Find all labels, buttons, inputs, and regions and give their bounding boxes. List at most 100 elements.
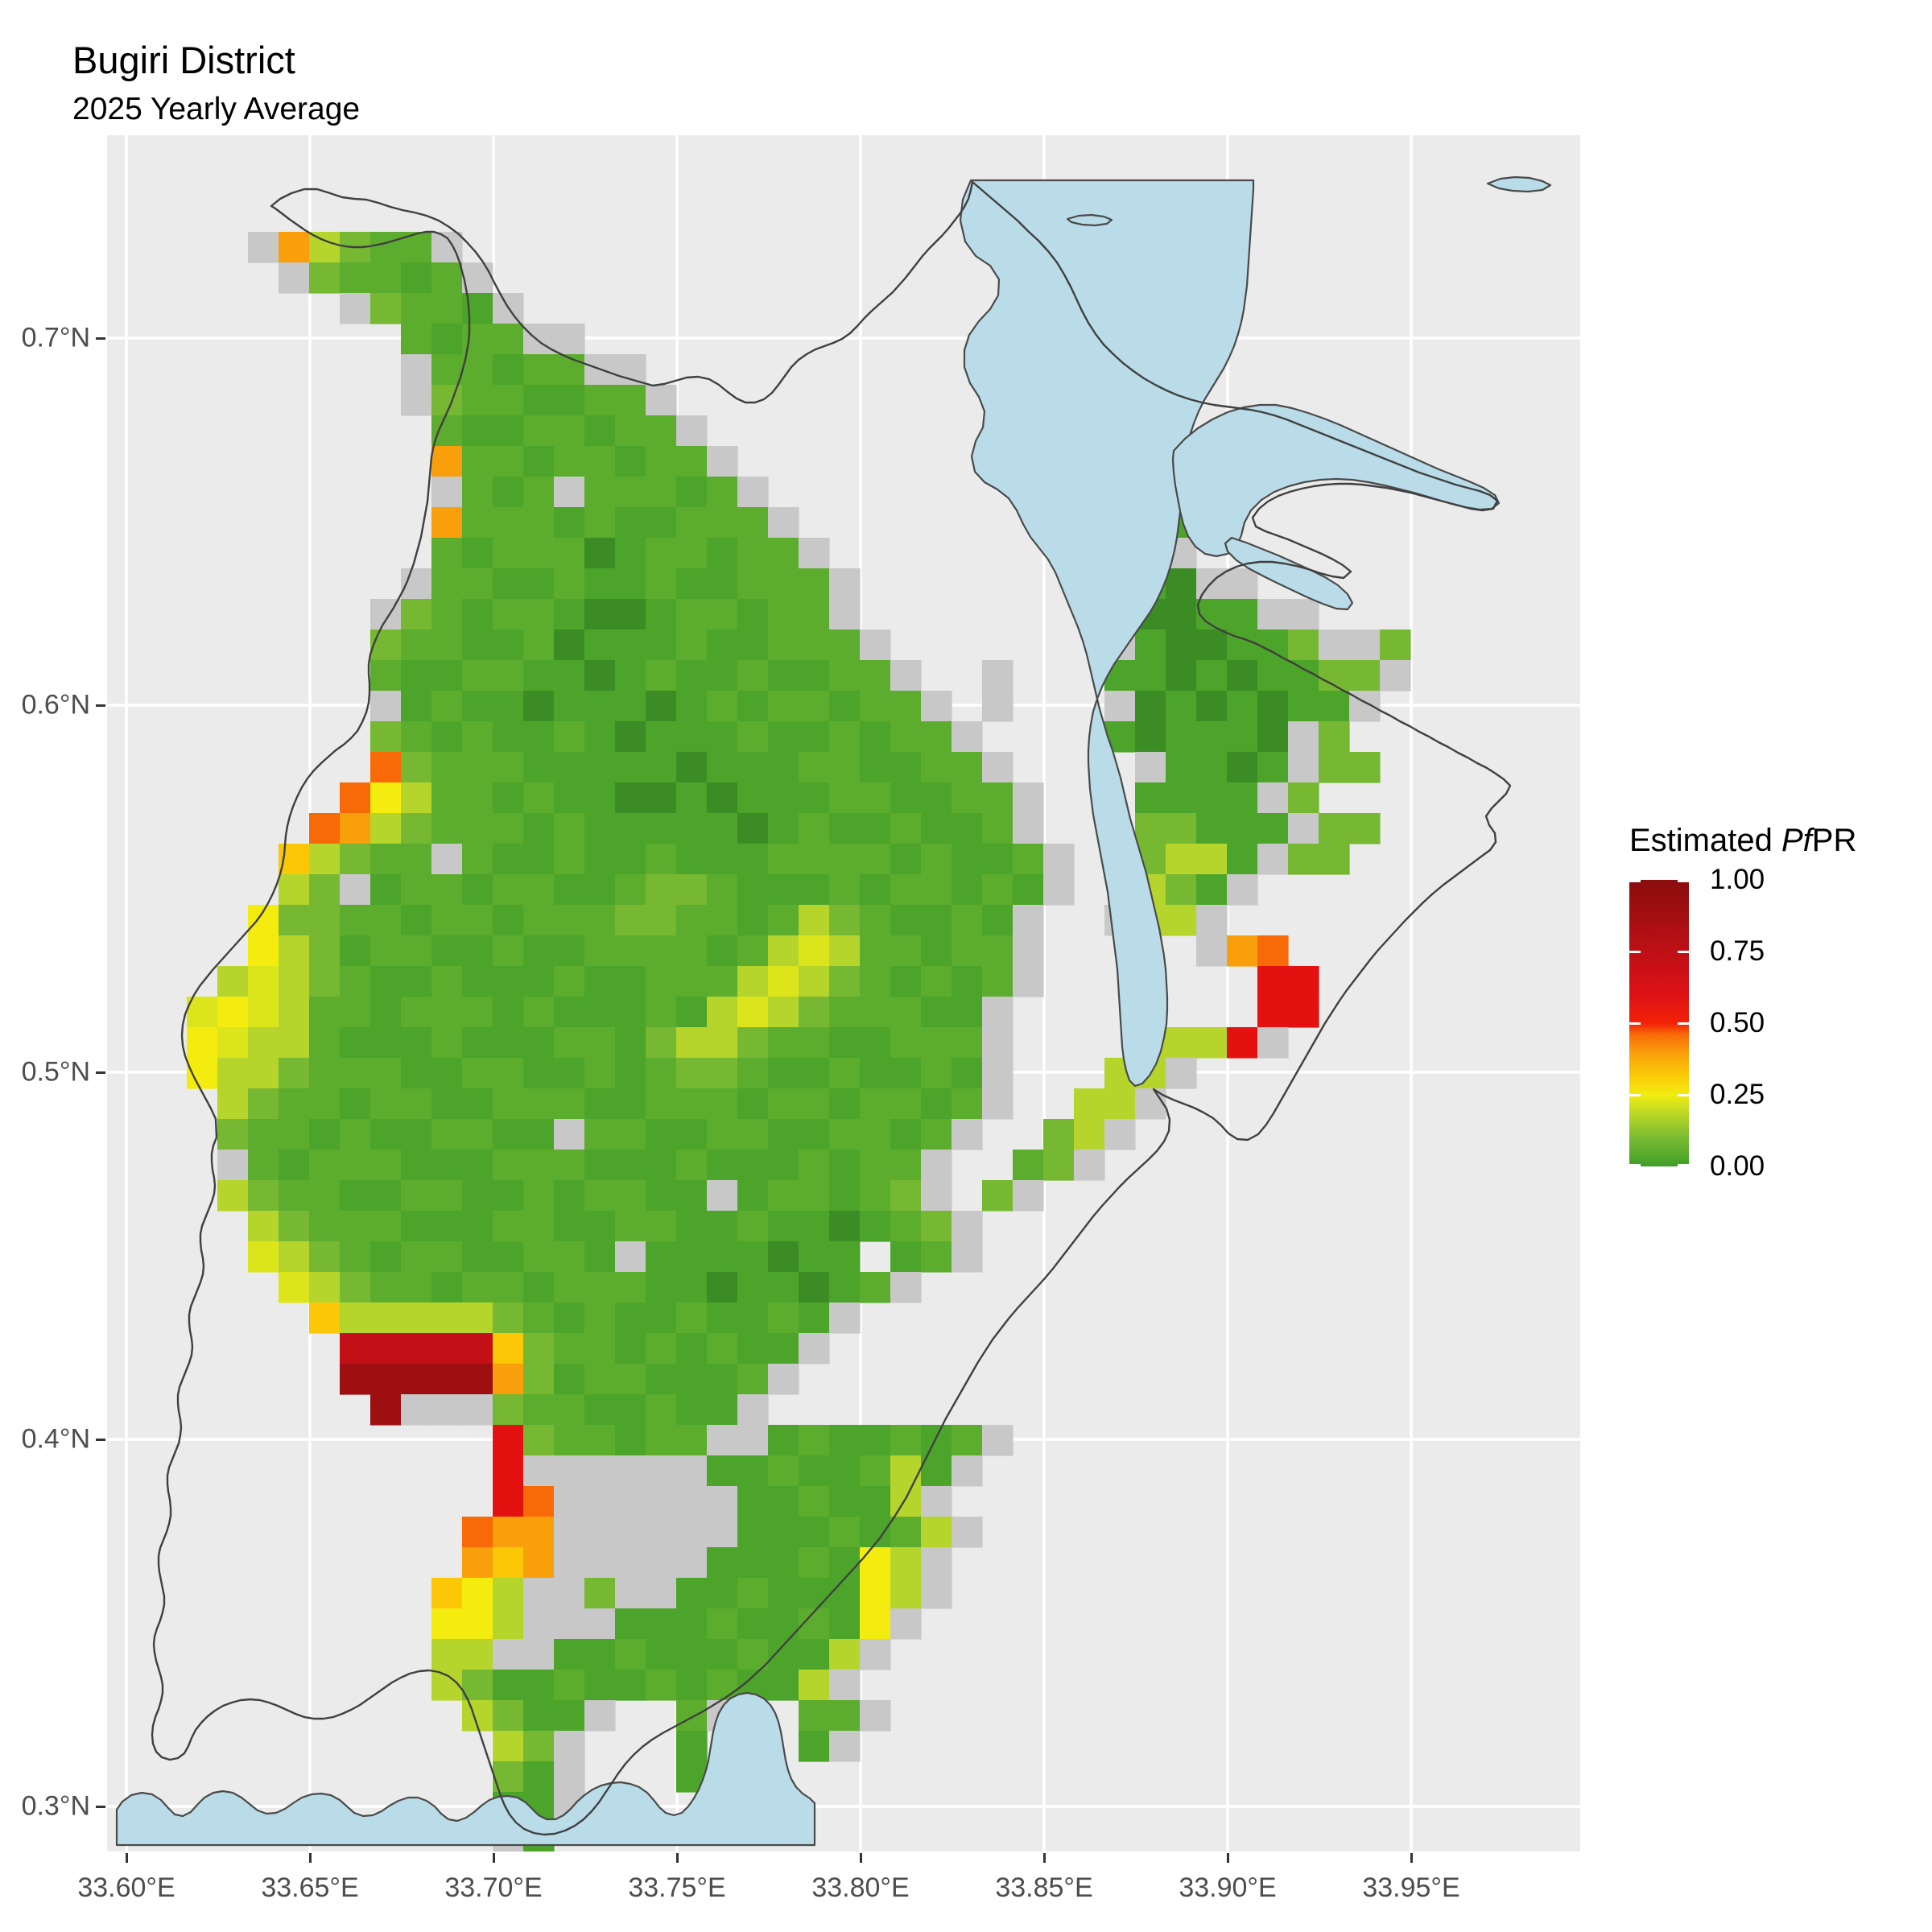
raster-cell (493, 782, 524, 814)
raster-cell (1319, 691, 1350, 722)
raster-cell (462, 1119, 493, 1150)
raster-cell (493, 1608, 524, 1640)
raster-cell (279, 1241, 310, 1273)
raster-cell (523, 415, 555, 447)
raster-cell (584, 1608, 616, 1640)
raster-cell (799, 1486, 830, 1517)
raster-cell (615, 782, 646, 814)
raster-cell (890, 1547, 922, 1579)
raster-cell (1257, 844, 1289, 875)
raster-cell (554, 1150, 585, 1181)
raster-cell (431, 1241, 463, 1273)
raster-cell (860, 813, 891, 844)
raster-cell (676, 415, 708, 447)
raster-cell (707, 691, 738, 722)
raster-cell (279, 1272, 310, 1303)
raster-cell (860, 1211, 891, 1242)
raster-cell (982, 813, 1013, 844)
raster-cell (1196, 660, 1228, 691)
raster-cell (554, 1088, 585, 1120)
raster-cell (1288, 660, 1319, 691)
raster-cell (370, 660, 402, 691)
raster-cell (829, 1700, 861, 1732)
raster-cell (676, 1670, 708, 1701)
raster-cell (768, 691, 799, 722)
raster-cell (309, 1302, 341, 1334)
raster-cell (615, 568, 646, 600)
raster-cell (829, 844, 861, 875)
raster-cell (737, 630, 769, 661)
water-body (115, 1691, 816, 1847)
raster-cell (309, 1272, 341, 1303)
raster-cell (952, 1517, 983, 1548)
raster-cell (890, 1211, 922, 1242)
raster-cell (584, 905, 616, 936)
raster-cell (584, 813, 616, 844)
raster-cell (799, 966, 830, 997)
raster-cell (646, 1027, 677, 1059)
raster-cell (431, 1394, 463, 1426)
raster-cell (707, 1241, 738, 1273)
raster-cell (921, 752, 952, 783)
x-axis-label: 33.70°E (444, 1872, 543, 1903)
raster-cell (707, 1058, 738, 1089)
raster-cell (1135, 660, 1166, 691)
raster-cell (370, 293, 402, 324)
raster-cell (401, 691, 432, 722)
raster-cell (952, 1455, 983, 1487)
raster-cell (340, 997, 371, 1028)
raster-cell (584, 1425, 616, 1456)
raster-cell (462, 1670, 493, 1701)
raster-cell (279, 966, 310, 997)
raster-cell (737, 874, 769, 906)
raster-cell (340, 905, 371, 936)
raster-cell (554, 1486, 585, 1517)
raster-cell (615, 1578, 646, 1609)
raster-cell (768, 1578, 799, 1609)
raster-cell (523, 1425, 555, 1456)
raster-cell (982, 1088, 1013, 1120)
raster-cell (982, 1425, 1013, 1456)
raster-cell (493, 1150, 524, 1181)
raster-cell (584, 1333, 616, 1364)
raster-cell (584, 1517, 616, 1548)
raster-cell (737, 1119, 769, 1150)
x-axis-tick (1410, 1853, 1413, 1863)
raster-cell (1319, 813, 1350, 844)
raster-cell (860, 1058, 891, 1089)
raster-cell (952, 1425, 983, 1456)
raster-cell (370, 1027, 402, 1059)
raster-cell (248, 1211, 279, 1242)
raster-cell (707, 507, 738, 539)
raster-cell (829, 1150, 861, 1181)
raster-cell (646, 813, 677, 844)
raster-cell (676, 1119, 708, 1150)
raster-cell (890, 691, 922, 722)
raster-cell (462, 1088, 493, 1120)
raster-cell (707, 1150, 738, 1181)
raster-cell (829, 874, 861, 906)
raster-cell (523, 446, 555, 477)
raster-cell (829, 1119, 861, 1150)
raster-cell (860, 997, 891, 1028)
raster-cell (1227, 568, 1258, 600)
raster-cell (401, 782, 432, 814)
raster-cell (554, 1027, 585, 1059)
raster-cell (921, 874, 952, 906)
raster-cell (554, 354, 585, 386)
raster-cell (370, 721, 402, 753)
raster-cell (737, 782, 769, 814)
raster-cell (982, 752, 1013, 783)
raster-cell (584, 1639, 616, 1670)
raster-cell (462, 568, 493, 600)
raster-cell (768, 1119, 799, 1150)
raster-cell (860, 935, 891, 967)
raster-cell (431, 1578, 463, 1609)
raster-cell (860, 630, 891, 661)
raster-cell (340, 874, 371, 906)
raster-cell (1227, 660, 1258, 691)
raster-cell (217, 1150, 249, 1181)
raster-cell (768, 630, 799, 661)
raster-cell (768, 1455, 799, 1487)
raster-cell (370, 752, 402, 783)
